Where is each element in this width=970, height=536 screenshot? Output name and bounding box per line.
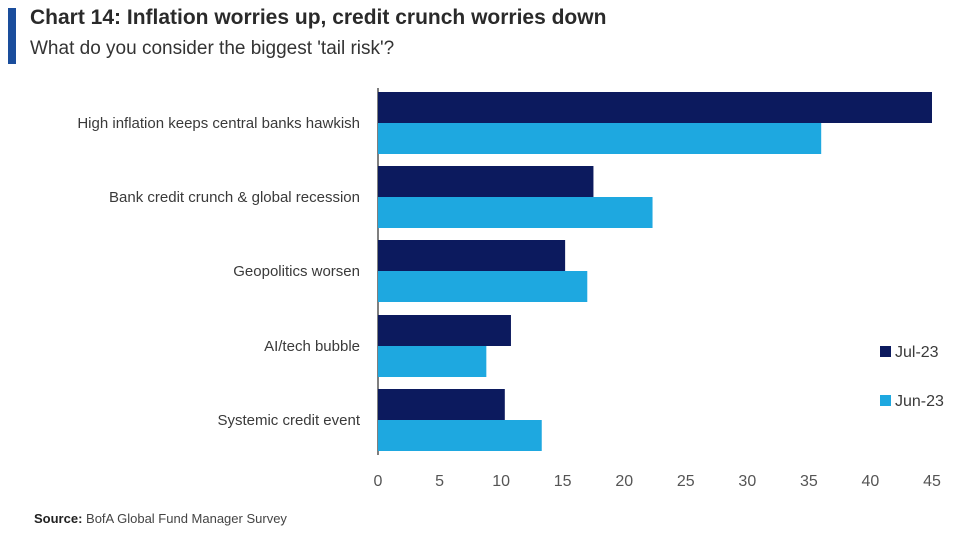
accent-bar bbox=[8, 8, 16, 64]
x-tick-label: 30 bbox=[738, 473, 756, 490]
bar-jun-23-1 bbox=[378, 197, 653, 228]
bar-jul-23-1 bbox=[378, 166, 594, 197]
x-tick-label: 10 bbox=[492, 473, 510, 490]
category-label: Systemic credit event bbox=[217, 412, 360, 429]
x-tick-label: 25 bbox=[677, 473, 695, 490]
legend-label: Jun-23 bbox=[895, 393, 944, 410]
source-text: BofA Global Fund Manager Survey bbox=[86, 511, 287, 526]
chart-title: Chart 14: Inflation worries up, credit c… bbox=[30, 6, 607, 29]
bar-jul-23-2 bbox=[378, 240, 566, 271]
x-tick-label: 5 bbox=[435, 473, 444, 490]
x-tick-label: 40 bbox=[862, 473, 880, 490]
category-label: High inflation keeps central banks hawki… bbox=[77, 115, 360, 132]
x-tick-label: 0 bbox=[374, 473, 383, 490]
chart-subtitle: What do you consider the biggest 'tail r… bbox=[30, 38, 395, 59]
source-note: Source: BofA Global Fund Manager Survey bbox=[34, 511, 287, 526]
category-label: AI/tech bubble bbox=[264, 338, 360, 355]
x-tick-label: 15 bbox=[554, 473, 572, 490]
bar-jun-23-0 bbox=[378, 123, 822, 154]
x-tick-label: 45 bbox=[923, 473, 941, 490]
bar-jun-23-3 bbox=[378, 346, 487, 377]
bar-jul-23-4 bbox=[378, 389, 505, 420]
bar-jul-23-3 bbox=[378, 315, 511, 346]
bar-jun-23-4 bbox=[378, 420, 542, 451]
legend-label: Jul-23 bbox=[895, 344, 939, 361]
category-label: Geopolitics worsen bbox=[233, 263, 360, 280]
source-label: Source: bbox=[34, 511, 83, 526]
x-tick-label: 20 bbox=[615, 473, 633, 490]
bar-jun-23-2 bbox=[378, 271, 588, 302]
bar-jul-23-0 bbox=[378, 92, 932, 123]
legend-swatch bbox=[880, 395, 891, 406]
category-label: Bank credit crunch & global recession bbox=[109, 189, 360, 206]
legend-swatch bbox=[880, 346, 891, 357]
x-tick-label: 35 bbox=[800, 473, 818, 490]
